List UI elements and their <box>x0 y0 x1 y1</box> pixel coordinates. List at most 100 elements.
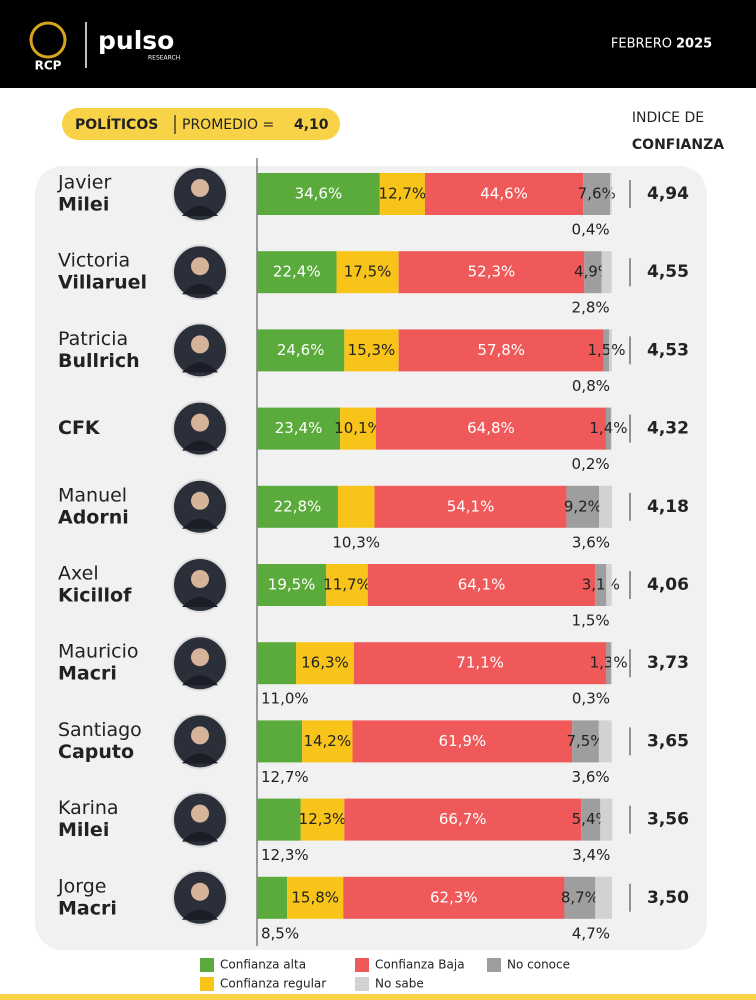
value-label: 3,4% <box>572 846 610 864</box>
value-label: 54,1% <box>447 497 495 515</box>
logo-text: RCP <box>35 59 62 73</box>
value-label: 34,6% <box>295 185 343 203</box>
legend-label: Confianza alta <box>220 958 306 972</box>
value-label: 8,5% <box>261 924 299 942</box>
value-label: 24,6% <box>277 341 325 359</box>
name-last: Adorni <box>58 506 129 528</box>
bar-segment <box>257 173 380 215</box>
photo-face <box>191 179 209 197</box>
bar-segment <box>595 876 612 919</box>
index-value: 4,18 <box>647 497 689 517</box>
brand: pulso <box>98 26 174 55</box>
name-last: Milei <box>58 819 109 841</box>
value-label: 12,7% <box>379 185 427 203</box>
value-label: 1,5% <box>572 612 610 630</box>
photo-body <box>182 206 218 216</box>
badge <box>62 108 340 140</box>
bar-segment <box>257 407 341 450</box>
name-last: Villaruel <box>58 272 147 294</box>
legend-label: No sabe <box>375 977 424 991</box>
bar-segment <box>374 485 567 528</box>
index-title: INDICE DE <box>632 110 704 126</box>
bar-segment <box>379 173 425 215</box>
bar-segment <box>352 720 573 763</box>
value-label: 0,4% <box>572 221 610 239</box>
bar-segment <box>257 564 327 606</box>
name-first: Karina <box>58 797 119 819</box>
photo-body <box>182 518 218 529</box>
bar-segment <box>572 720 599 763</box>
index-value: 3,50 <box>647 888 689 908</box>
bar-segment <box>581 798 601 841</box>
value-label: 22,4% <box>273 263 321 281</box>
photo-face <box>191 257 209 276</box>
value-label: 8,7% <box>561 888 599 906</box>
bar-segment <box>610 642 612 685</box>
bar-segment <box>300 798 345 841</box>
bar-segment <box>603 329 610 372</box>
legend-swatch <box>200 958 214 972</box>
bar-segment <box>375 407 606 450</box>
value-label: 44,6% <box>480 185 528 203</box>
bar-segment <box>326 564 368 606</box>
legend-label: No conoce <box>507 958 570 972</box>
photo-face <box>191 413 209 432</box>
header-bar <box>0 0 756 88</box>
bar-segment <box>595 564 607 606</box>
badge-average: 4,10 <box>294 117 329 133</box>
bar-segment <box>257 251 337 294</box>
bar-segment <box>564 876 596 919</box>
name-first: Victoria <box>58 250 130 272</box>
index-value: 3,65 <box>647 731 689 751</box>
photo-body <box>182 362 218 373</box>
value-label: 17,5% <box>344 263 392 281</box>
bar-segment <box>367 564 596 606</box>
value-label: 12,3% <box>261 846 309 864</box>
bar-segment <box>340 407 376 450</box>
value-label: 5,4% <box>572 810 610 828</box>
legend-label: Confianza regular <box>220 977 326 991</box>
bar-segment <box>610 173 612 215</box>
photo-face <box>191 726 209 745</box>
bar-segment <box>610 407 612 450</box>
name-last: Kicillof <box>58 585 132 607</box>
photo-body <box>182 440 218 451</box>
value-label: 12,3% <box>299 810 347 828</box>
index-value: 3,56 <box>647 810 689 830</box>
footer-stripe <box>0 994 756 1000</box>
bar-segment <box>583 173 611 215</box>
value-label: 9,2% <box>564 497 602 515</box>
bar-segment <box>337 485 375 528</box>
value-label: 12,7% <box>261 768 309 786</box>
badge-label: POLÍTICOS <box>75 116 158 133</box>
photo-face <box>191 648 209 667</box>
bar-segment <box>343 876 565 919</box>
header-month: FEBRERO <box>611 37 672 52</box>
header-year: 2025 <box>676 37 712 52</box>
bar-segment <box>344 798 582 841</box>
value-label: 62,3% <box>430 888 478 906</box>
bar-segment <box>287 876 344 919</box>
index-value: 4,94 <box>647 184 689 204</box>
bar-segment <box>584 251 602 294</box>
bar-segment <box>353 642 607 685</box>
name-first: Mauricio <box>58 641 139 663</box>
bar-segment <box>257 329 345 372</box>
badge-text: PROMEDIO = <box>182 117 274 133</box>
value-label: 52,3% <box>468 263 516 281</box>
name-last: Milei <box>58 194 109 216</box>
photo-body <box>182 284 218 295</box>
photo-face <box>191 882 209 901</box>
value-label: 10,1% <box>334 419 382 437</box>
bar-segment <box>302 720 353 763</box>
value-label: 1,5% <box>587 341 625 359</box>
bar-segment <box>398 251 585 294</box>
logo-emblem <box>29 21 67 59</box>
bar-segment <box>606 642 611 685</box>
value-label: 11,0% <box>261 690 309 708</box>
name-first: Santiago <box>58 719 142 741</box>
value-label: 1,4% <box>589 419 627 437</box>
bar-segment <box>257 485 338 528</box>
legend-label: Confianza Baja <box>375 958 465 972</box>
